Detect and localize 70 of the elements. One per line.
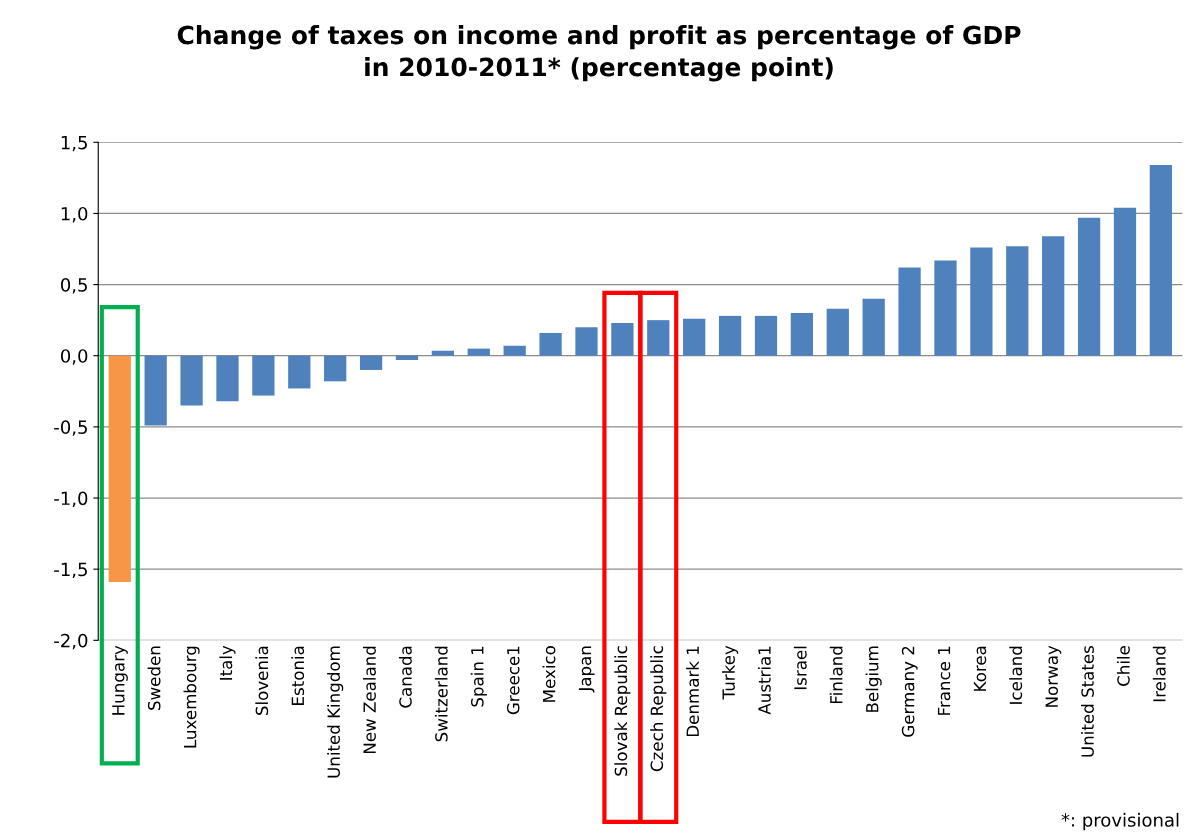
- bar: [862, 298, 885, 356]
- bar: [1113, 207, 1137, 356]
- bar: [467, 348, 490, 356]
- x-tick-label: Hungary: [112, 645, 128, 715]
- bar: [898, 267, 921, 356]
- bar: [934, 260, 957, 356]
- x-tick-label: Canada: [398, 646, 412, 708]
- x-tick-label: Luxembourg: [183, 646, 200, 748]
- bar: [108, 355, 131, 582]
- bar: [539, 332, 562, 356]
- x-tick-label: Italy: [219, 645, 236, 680]
- x-tick-label: Austria1: [757, 646, 771, 715]
- x-tick-label: United Kingdom: [327, 646, 344, 778]
- bar: [288, 355, 311, 389]
- y-tick-label: -2,0: [54, 633, 88, 650]
- x-tick-label: Mexico: [542, 646, 556, 702]
- bar: [324, 355, 347, 382]
- bar: [503, 345, 526, 356]
- bar: [790, 313, 814, 356]
- bar: [431, 350, 455, 356]
- bar: [611, 323, 634, 356]
- bar: [395, 355, 419, 360]
- x-tick-label: Turkey: [722, 645, 739, 700]
- x-tick-label: Switzerland: [434, 646, 448, 742]
- x-tick-label: Korea: [973, 646, 987, 691]
- x-tick-label: Slovenia: [255, 646, 269, 715]
- bar: [359, 355, 383, 370]
- x-tick-label: United States: [1081, 645, 1094, 757]
- bar: [718, 315, 742, 356]
- x-tick-label: Finland: [829, 646, 843, 704]
- y-tick-label: 0,0: [60, 349, 88, 365]
- bar: [683, 318, 706, 356]
- x-tick-label: Spain 1: [470, 646, 487, 707]
- bar: [826, 308, 849, 356]
- x-tick-label: Israel: [793, 646, 807, 690]
- y-tick-label: 1,0: [61, 206, 88, 223]
- y-tick-label: -1,5: [54, 562, 87, 579]
- y-tick-label: -0,5: [54, 420, 87, 436]
- bar: [180, 355, 203, 406]
- bar: [575, 327, 598, 356]
- bar: [1077, 217, 1101, 356]
- x-tick-label: Czech Republic: [650, 646, 667, 772]
- x-tick-label: Chile: [1116, 646, 1130, 686]
- x-tick-label: Norway: [1045, 645, 1062, 707]
- x-tick-label: Germany 2: [901, 646, 918, 737]
- bar: [754, 315, 778, 356]
- text: *: provisional: [1061, 812, 1179, 831]
- x-tick-label: Slovak Republic: [614, 646, 631, 776]
- bar: [1042, 236, 1065, 356]
- x-tick-label: Denmark 1: [686, 646, 700, 737]
- bar: [216, 355, 239, 402]
- bar: [252, 355, 275, 396]
- x-tick-label: Japan: [578, 646, 595, 693]
- x-tick-label: New Zealand: [363, 646, 376, 754]
- bar: [647, 320, 670, 356]
- x-tick-label: Estonia: [291, 646, 305, 705]
- bar: [144, 355, 167, 426]
- y-tick-label: -1,0: [54, 491, 88, 507]
- x-tick-label: Greece1: [506, 646, 520, 715]
- bar: [1149, 165, 1173, 356]
- chart-title: Change of taxes on income and profit as percentage of GDP in 2010-2011* (percentage point): [177, 25, 1021, 82]
- x-tick-label: France 1: [937, 646, 951, 715]
- bar: [1006, 246, 1029, 356]
- x-tick-label: Ireland: [1152, 646, 1166, 702]
- y-tick-label: 0,5: [60, 278, 87, 294]
- x-tick-label: Sweden: [147, 646, 161, 710]
- y-tick-label: 1,5: [61, 135, 87, 152]
- bar: [970, 247, 993, 356]
- x-tick-label: Belgium: [865, 646, 882, 712]
- x-tick-label: Iceland: [1009, 646, 1023, 704]
